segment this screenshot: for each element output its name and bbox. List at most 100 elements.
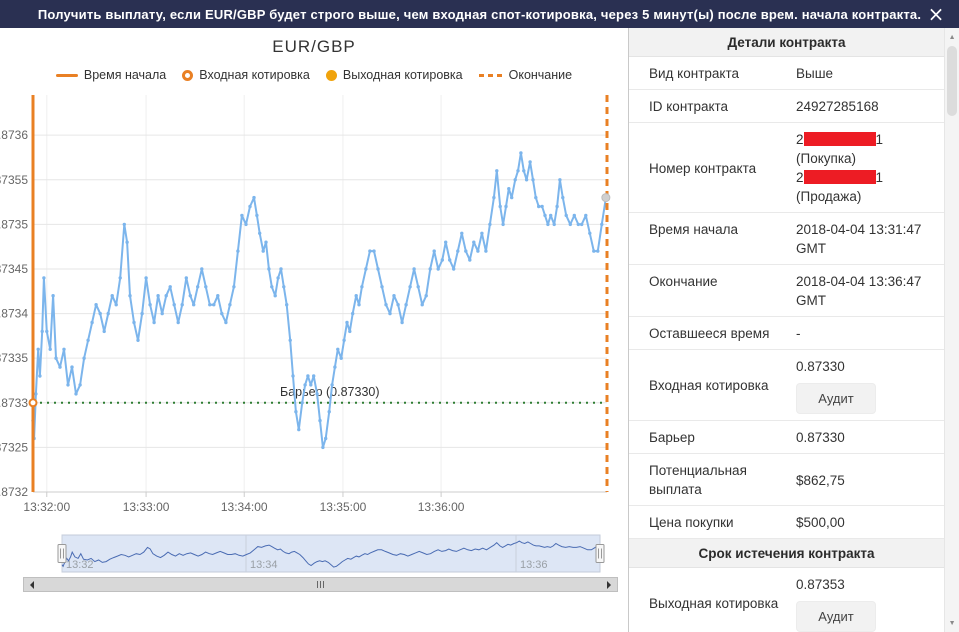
redaction-box: [803, 170, 876, 184]
start-time-value: 2018-04-04 13:31:47 GMT: [796, 222, 922, 256]
sell-number-suffix: 1 (Продажа): [796, 170, 884, 204]
start-line-icon: [55, 73, 78, 77]
purchase-price-value: $500,00: [796, 515, 845, 530]
row-entry-spot: Входная котировка 0.87330 Аудит: [629, 350, 945, 421]
redaction-box: [803, 132, 876, 146]
contract-type-label: Вид контракта: [649, 66, 739, 81]
contract-id-value: 24927285168: [796, 99, 879, 114]
x-axis-label: 13:36:00: [418, 500, 465, 514]
potential-payout-label: Потенциальная выплата: [649, 463, 747, 497]
section-header-contract-details: Детали контракта: [629, 28, 945, 57]
navigator-handle-left[interactable]: [57, 544, 67, 563]
row-start-time: Время начала 2018-04-04 13:31:47 GMT: [629, 213, 945, 265]
details-panel: Детали контракта Вид контракта Выше ID к…: [628, 28, 959, 632]
chart-horizontal-scrollbar[interactable]: [23, 577, 618, 592]
x-axis-label: 13:35:00: [320, 500, 367, 514]
legend-item-2[interactable]: Выходная котировка: [325, 68, 463, 82]
barrier-label: Барьер: [649, 430, 695, 445]
entry-spot-marker: [28, 398, 38, 408]
y-axis-label: 0.87325: [0, 440, 28, 454]
exit-spot-marker: [601, 193, 611, 203]
row-barrier: Барьер 0.87330: [629, 421, 945, 454]
navigator-mask[interactable]: [61, 534, 601, 573]
chart-legend: Время начала Входная котировка Выходная ко…: [0, 68, 628, 82]
end-time-value: 2018-04-04 13:36:47 GMT: [796, 274, 922, 308]
buy-number-prefix: 2: [796, 132, 804, 147]
x-axis-label: 13:32:00: [23, 500, 70, 514]
x-axis-label: 13:33:00: [123, 500, 170, 514]
y-axis-label: 0.87345: [0, 262, 28, 276]
contract-id-label: ID контракта: [649, 99, 729, 114]
y-axis-label: 0.8733: [0, 396, 28, 410]
chart-panel: EUR/GBP Время начала Входная котировка Вых…: [0, 28, 628, 632]
row-contract-id: ID контракта 24927285168: [629, 90, 945, 123]
entry-spot-audit-button[interactable]: Аудит: [796, 383, 876, 414]
series-markers: [31, 151, 608, 450]
exit-spot-icon: [325, 69, 337, 81]
legend-label: Входная котировка: [199, 68, 310, 82]
row-exit-spot: Выходная котировка 0.87353 Аудит: [629, 568, 944, 632]
details-scrollbar-thumb[interactable]: [947, 46, 958, 116]
scroll-up-arrow-icon[interactable]: ▲: [945, 30, 959, 44]
end-time-label: Окончание: [649, 274, 718, 289]
y-axis-label: 0.87355: [0, 173, 28, 187]
row-contract-type: Вид контракта Выше: [629, 57, 945, 90]
entry-spot-value: 0.87330: [796, 359, 845, 374]
entry-spot-icon: [182, 69, 194, 81]
contract-description-banner: Получить выплату, если EUR/GBP будет стр…: [0, 0, 959, 28]
price-series-line: [32, 152, 607, 449]
scrollbar-grip[interactable]: [317, 581, 324, 588]
chart-title: EUR/GBP: [272, 37, 356, 56]
remaining-time-value: -: [796, 326, 801, 341]
potential-payout-value: $862,75: [796, 472, 845, 488]
legend-item-1[interactable]: Входная котировка: [182, 68, 310, 82]
price-chart: 13:32:00 13:33:00 13:34:00 13:35:00 13:36:00…: [0, 95, 611, 514]
row-end-time: Окончание 2018-04-04 13:36:47 GMT: [629, 265, 945, 317]
popup-body: EUR/GBP Время начала Входная котировка Вых…: [0, 28, 959, 632]
end-line-icon: [478, 73, 503, 77]
contract-type-value: Выше: [796, 66, 834, 81]
navigator-label: 13:32: [66, 559, 94, 571]
remaining-time-label: Оставшееся время: [649, 326, 770, 341]
navigator-label: 13:34: [250, 559, 278, 571]
contract-description-text: Получить выплату, если EUR/GBP будет стр…: [37, 6, 922, 22]
navigator-series-line: [61, 540, 600, 568]
scroll-left-arrow-icon[interactable]: [24, 578, 38, 591]
navigator-label: 13:36: [520, 559, 548, 571]
scroll-right-arrow-icon[interactable]: [603, 578, 617, 591]
row-potential-payout: Потенциальная выплата $862,75: [629, 454, 945, 506]
exit-spot-audit-button[interactable]: Аудит: [796, 601, 876, 632]
legend-label: Окончание: [508, 68, 573, 82]
legend-item-3[interactable]: Окончание: [478, 68, 573, 82]
contract-number-label: Номер контракта: [649, 160, 757, 176]
purchase-price-label: Цена покупки: [649, 515, 734, 530]
y-axis-label: 0.8732: [0, 485, 28, 499]
navigator-handle-right[interactable]: [595, 544, 605, 563]
buy-number-suffix: 1 (Покупка): [796, 132, 884, 166]
details-table: Детали контракта Вид контракта Выше ID к…: [629, 28, 945, 632]
exit-spot-value: 0.87353: [796, 577, 845, 592]
scroll-down-arrow-icon[interactable]: ▼: [945, 616, 959, 630]
sell-number-prefix: 2: [796, 170, 804, 185]
row-remaining-time: Оставшееся время -: [629, 317, 945, 350]
start-time-label: Время начала: [649, 222, 738, 237]
chart-navigator: 13:32 13:34 13:36: [57, 534, 605, 573]
y-axis-label: 0.87335: [0, 351, 28, 365]
legend-item-0[interactable]: Время начала: [55, 68, 167, 82]
details-scrollbar[interactable]: ▲ ▼: [944, 28, 959, 632]
close-button[interactable]: ×: [923, 0, 949, 28]
section-header-expiry: Срок истечения контракта: [629, 539, 945, 568]
y-axis-label: 0.8736: [0, 128, 28, 142]
legend-label: Время начала: [83, 68, 167, 82]
close-icon: ×: [927, 2, 945, 26]
y-axis-label: 0.8735: [0, 217, 28, 231]
y-axis-label: 0.8734: [0, 307, 28, 321]
legend-label: Выходная котировка: [342, 68, 463, 82]
entry-spot-label: Входная котировка: [649, 378, 769, 393]
exit-spot-label: Выходная котировка: [649, 596, 779, 611]
